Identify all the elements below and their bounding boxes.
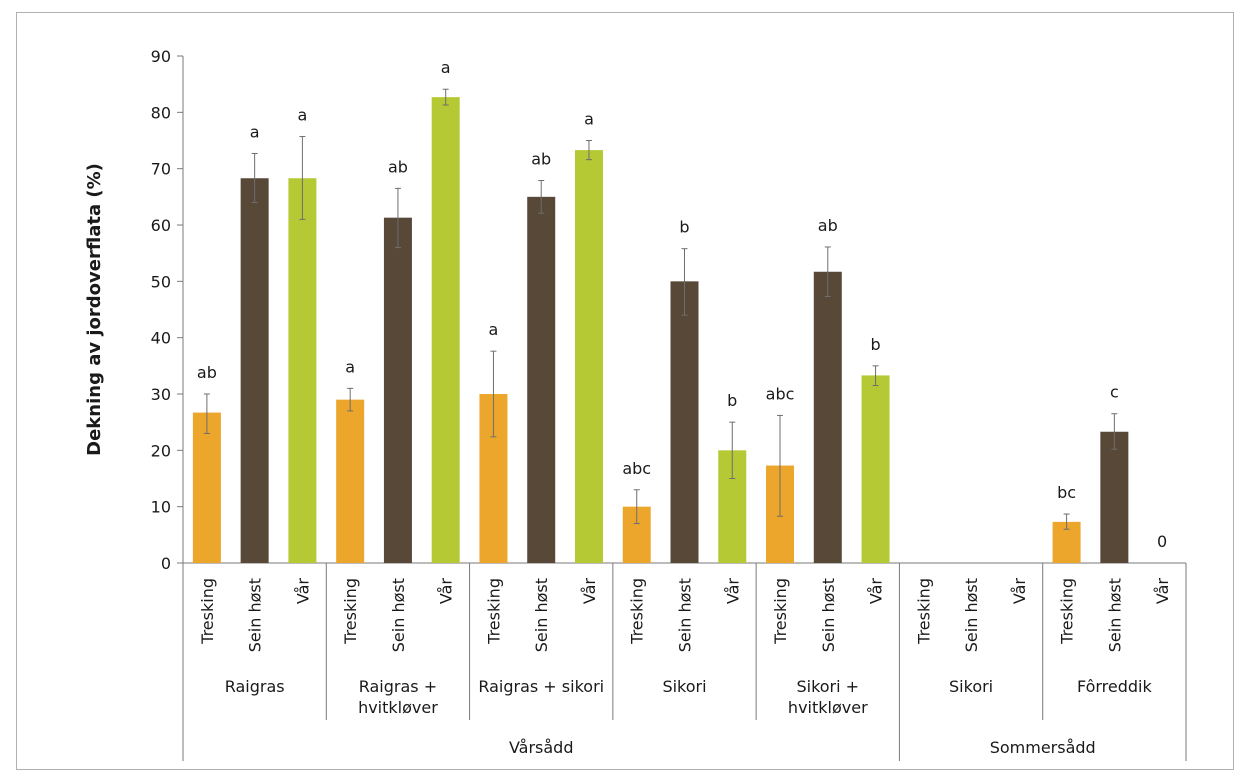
significance-label: ab	[818, 216, 838, 235]
treatment-label: Tresking	[628, 578, 647, 645]
bar	[527, 196, 556, 564]
y-tick-label: 10	[151, 498, 171, 517]
bar	[288, 178, 317, 563]
y-axis-title: Dekning av jordoverflata (%)	[84, 163, 105, 456]
y-tick-label: 0	[161, 554, 171, 573]
group-label: hvitkløver	[788, 698, 868, 717]
significance-label: ab	[388, 157, 408, 176]
bar	[431, 97, 460, 563]
significance-label: b	[679, 218, 689, 237]
treatment-label: Tresking	[771, 578, 790, 645]
bar	[813, 271, 842, 563]
bar	[1100, 431, 1129, 563]
significance-label: a	[584, 110, 594, 129]
bar	[861, 375, 890, 563]
y-tick-label: 30	[151, 385, 171, 404]
significance-label: a	[489, 320, 499, 339]
treatment-label: Vår	[1010, 578, 1029, 605]
treatment-label: Tresking	[198, 578, 217, 645]
chart-frame: Dekning av jordoverflata (%) 0 10 20 30 40 50…	[16, 12, 1234, 770]
group-label: Raigras + sikori	[478, 677, 604, 696]
y-tick-label: 60	[151, 216, 171, 235]
significance-label: a	[297, 106, 307, 125]
treatment-label: Sein høst	[246, 578, 265, 652]
season-label: Vårsådd	[509, 738, 574, 757]
season-label: Sommersådd	[990, 738, 1096, 757]
treatment-label: Sein høst	[676, 578, 695, 652]
treatment-label: Tresking	[914, 578, 933, 645]
significance-label: c	[1110, 383, 1119, 402]
treatment-label: Vår	[580, 578, 599, 605]
treatment-label: Sein høst	[819, 578, 838, 652]
treatment-label: Vår	[1153, 578, 1172, 605]
group-label: Raigras +	[359, 677, 437, 696]
y-tick-label: 70	[151, 160, 171, 179]
bar	[574, 150, 603, 563]
significance-label: b	[727, 391, 737, 410]
y-tick-label: 40	[151, 329, 171, 348]
significance-label: b	[870, 335, 880, 354]
treatment-label: Vår	[293, 578, 312, 605]
group-label: Sikori +	[796, 677, 859, 696]
significance-label: a	[345, 357, 355, 376]
group-label: Sikori	[662, 677, 706, 696]
significance-label: bc	[1057, 483, 1076, 502]
bar	[240, 178, 269, 563]
significance-label: abc	[766, 384, 795, 403]
treatment-label: Sein høst	[532, 578, 551, 652]
treatment-label: Vår	[723, 578, 742, 605]
treatment-label: Tresking	[341, 578, 360, 645]
treatment-label: Vår	[437, 578, 456, 605]
y-tick-label: 20	[151, 441, 171, 460]
bar	[383, 217, 412, 563]
significance-label: a	[250, 122, 260, 141]
treatment-label: Tresking	[1058, 578, 1077, 645]
bar-chart: Dekning av jordoverflata (%) 0 10 20 30 40 50…	[84, 47, 1187, 761]
treatment-label: Sein høst	[1105, 578, 1124, 652]
group-label: hvitkløver	[358, 698, 438, 717]
bar	[336, 399, 365, 563]
group-label: Sikori	[949, 677, 993, 696]
significance-label: ab	[197, 363, 217, 382]
treatment-label: Sein høst	[389, 578, 408, 652]
treatment-label: Vår	[867, 578, 886, 605]
significance-label: 0	[1157, 532, 1167, 551]
y-tick-label: 50	[151, 272, 171, 291]
significance-label: a	[441, 58, 451, 77]
significance-label: abc	[622, 459, 651, 478]
group-label: Fôrreddik	[1077, 677, 1153, 696]
significance-label: ab	[531, 149, 551, 168]
treatment-label: Sein høst	[962, 578, 981, 652]
bar	[192, 412, 221, 563]
y-tick-label: 80	[151, 103, 171, 122]
bar	[670, 281, 699, 563]
y-tick-label: 90	[151, 47, 171, 66]
treatment-label: Tresking	[484, 578, 503, 645]
group-label: Raigras	[225, 677, 285, 696]
